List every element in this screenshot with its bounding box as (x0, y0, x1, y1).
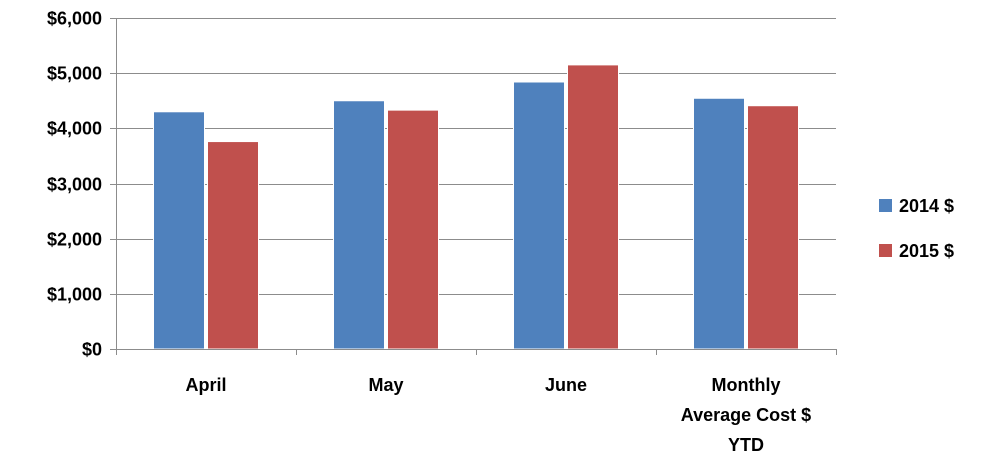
axes (110, 18, 837, 355)
bar-2015--april (207, 141, 259, 350)
legend-label: 2014 $ (899, 196, 954, 216)
bar-2014--june (513, 81, 565, 350)
x-category-label: April (185, 375, 226, 395)
y-tick-label: $0 (82, 340, 102, 360)
bar-2015--may (387, 109, 439, 350)
legend: 2014 $ 2015 $ (879, 196, 954, 261)
x-axis-category-labels: April May June Monthly Average Cost $ YTD (185, 375, 811, 455)
x-category-label: June (545, 375, 587, 395)
y-tick-label: $2,000 (47, 230, 102, 250)
y-axis-tick-labels: $0 $1,000 $2,000 $3,000 $4,000 $5,000 $6,000 (47, 9, 102, 360)
bar-2015--june (567, 64, 619, 350)
y-tick-label: $3,000 (47, 175, 102, 195)
legend-label: 2015 $ (899, 241, 954, 261)
bar-2015--monthly (747, 105, 799, 350)
bar-2014--monthly (693, 97, 745, 350)
y-tick-label: $5,000 (47, 64, 102, 84)
bar-2014--april (153, 111, 205, 350)
bar-2014--may (333, 100, 385, 350)
x-category-label: Monthly Average Cost $ YTD (681, 375, 811, 455)
y-tick-label: $4,000 (47, 119, 102, 139)
y-tick-label: $6,000 (47, 9, 102, 29)
legend-swatch (879, 244, 892, 257)
legend-swatch (879, 199, 892, 212)
bars (153, 64, 799, 350)
x-category-label: May (368, 375, 403, 395)
y-tick-label: $1,000 (47, 285, 102, 305)
